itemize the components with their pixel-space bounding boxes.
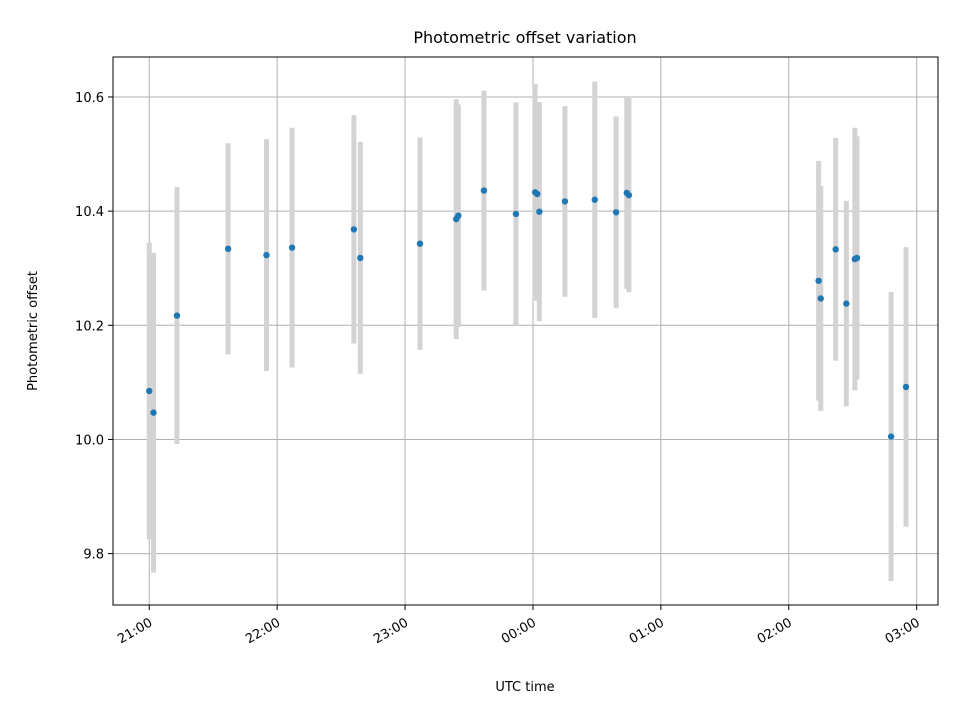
data-point xyxy=(146,387,153,395)
data-point xyxy=(887,433,895,440)
data-point xyxy=(853,254,861,262)
data-point xyxy=(350,226,358,233)
data-points xyxy=(146,187,910,440)
data-point xyxy=(625,191,633,199)
chart-title: Photometric offset variation xyxy=(413,28,636,47)
data-point xyxy=(150,409,157,416)
y-tick-label: 10.2 xyxy=(75,319,104,334)
data-point xyxy=(173,312,181,319)
data-point xyxy=(902,383,910,391)
data-point xyxy=(512,210,520,218)
data-point xyxy=(357,254,364,262)
data-point xyxy=(815,277,822,284)
data-point xyxy=(612,209,620,216)
data-point xyxy=(561,198,569,205)
data-point xyxy=(224,245,232,252)
plot-frame xyxy=(112,56,939,606)
data-point xyxy=(455,212,462,219)
data-point xyxy=(591,196,598,203)
data-point xyxy=(416,240,424,247)
y-axis-label: Photometric offset xyxy=(26,271,41,391)
data-point xyxy=(843,300,850,307)
data-point xyxy=(817,295,824,302)
data-point xyxy=(263,251,270,259)
y-tick-label: 10.6 xyxy=(75,91,104,106)
grid xyxy=(113,57,938,605)
data-point xyxy=(536,208,543,215)
y-tick-label: 10.4 xyxy=(75,205,104,220)
x-axis-label: UTC time xyxy=(495,680,554,695)
y-tick-label: 10.0 xyxy=(75,433,104,448)
data-point xyxy=(288,244,296,251)
y-tick-label: 9.8 xyxy=(83,548,104,563)
data-point xyxy=(832,246,839,253)
data-point xyxy=(480,187,488,194)
data-point xyxy=(534,190,541,198)
y-axis-ticks: 9.8 10.0 10.2 10.4 10.6 xyxy=(75,91,113,563)
